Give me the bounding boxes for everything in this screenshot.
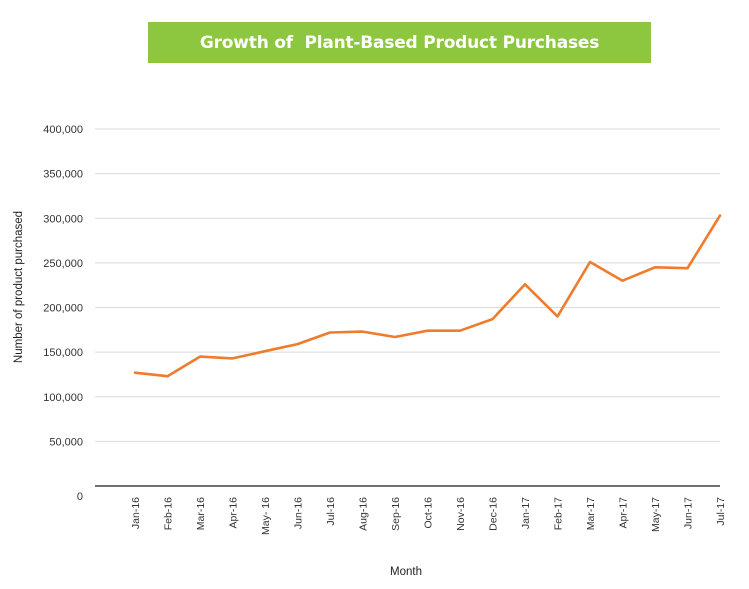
x-tick-label: May-17 [650, 497, 662, 532]
series-lines [133, 214, 722, 378]
x-tick-label: Jun-16 [293, 497, 305, 529]
x-tick-label: Nov-16 [455, 497, 467, 531]
y-tick-label: 300,000 [43, 213, 83, 225]
x-tick-label: May- 16 [260, 497, 272, 535]
y-tick-labels: 0 50,000 100,000 150,000 200,000 250,000 300,0… [43, 124, 83, 503]
x-tick-label: Apr-17 [618, 497, 630, 529]
x-tick-label: Aug-16 [358, 497, 370, 531]
y-tick-label: 250,000 [43, 258, 83, 270]
x-tick-labels: Jan-16 Feb-16 Mar-16 Apr-16 May- 16 Jun-16 Jul… [130, 497, 727, 535]
x-tick-label: Jan-16 [130, 497, 142, 529]
chart-title-banner: Growth of Plant-Based Product Purchases [148, 22, 651, 63]
x-tick-label: Oct-16 [423, 497, 435, 529]
x-tick-label: Mar-17 [585, 497, 597, 530]
y-tick-label: 100,000 [43, 392, 83, 404]
x-tick-label: Feb-17 [553, 497, 565, 530]
x-axis-label: Month [390, 566, 422, 578]
x-tick-label: Feb-16 [163, 497, 175, 530]
x-tick-label: Sep-16 [390, 497, 402, 531]
y-tick-label: 0 [77, 491, 83, 503]
y-axis-label: Number of product purchased [13, 211, 25, 363]
x-tick-label: Jul-16 [325, 497, 337, 526]
chart-title: Growth of Plant-Based Product Purchases [199, 32, 600, 53]
y-tick-label: 50,000 [49, 436, 83, 448]
y-tick-label: 350,000 [43, 169, 83, 181]
series-line [133, 214, 722, 378]
x-tick-label: Apr-16 [228, 497, 240, 529]
x-tick-label: Jan-17 [520, 497, 532, 529]
gridlines [95, 128, 720, 442]
x-tick-label: Mar-16 [195, 497, 207, 530]
y-tick-label: 400,000 [43, 124, 83, 136]
x-tick-label: Jul-17 [715, 497, 727, 526]
y-tick-label: 150,000 [43, 347, 83, 359]
x-tick-label: Jun-17 [683, 497, 695, 529]
x-tick-label: Dec-16 [488, 497, 500, 531]
y-tick-label: 200,000 [43, 303, 83, 315]
